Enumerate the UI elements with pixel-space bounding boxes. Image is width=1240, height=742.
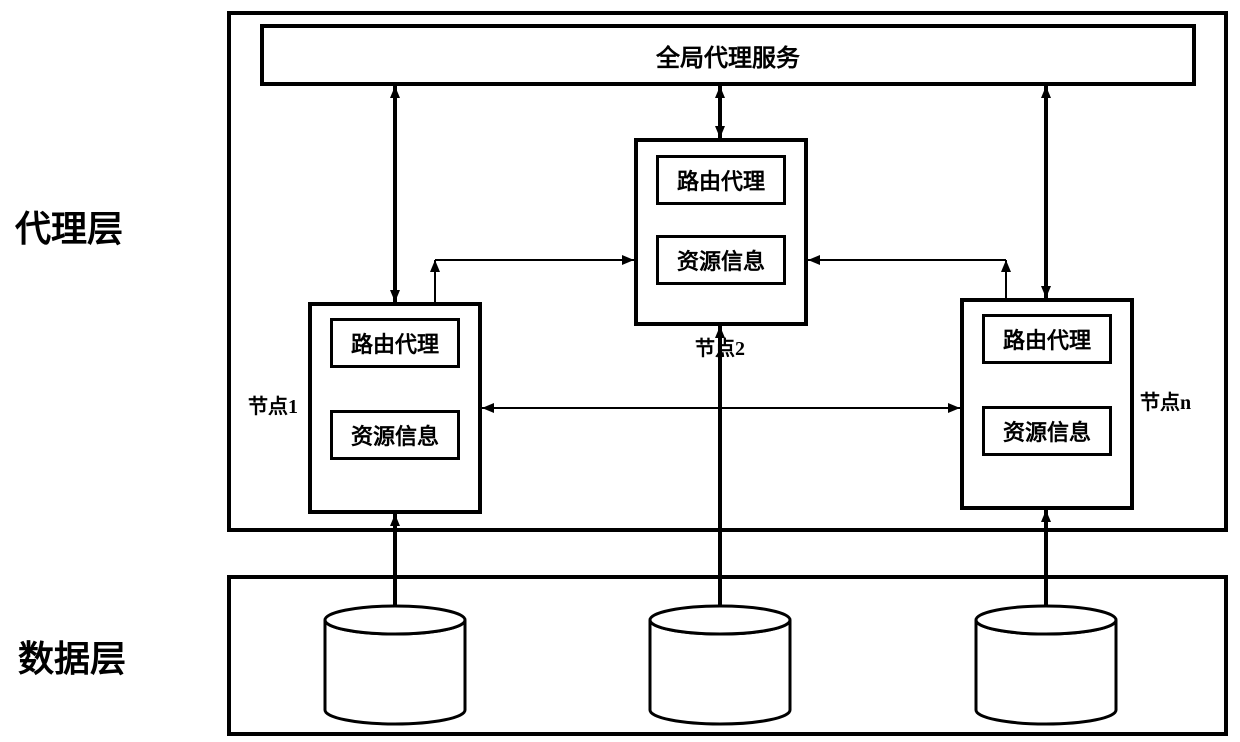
data-layer-box — [227, 575, 1228, 736]
node1-route-proxy-box: 路由代理 — [330, 318, 460, 368]
noden-resource-info-box: 资源信息 — [982, 406, 1112, 456]
node1-resource-info-box: 资源信息 — [330, 410, 460, 460]
data-layer-label: 数据层 — [18, 630, 126, 682]
node2-route-proxy-box: 路由代理 — [656, 155, 786, 205]
noden-route-proxy-box: 路由代理 — [982, 314, 1112, 364]
databasen-label: 数据库n — [976, 657, 1116, 686]
noden-label: 节点n — [1140, 386, 1191, 415]
node1-label: 节点1 — [248, 390, 298, 419]
global-proxy-service-box: 全局代理服务 — [260, 24, 1196, 86]
proxy-layer-label: 代理层 — [15, 200, 123, 252]
node2-resource-info-box: 资源信息 — [656, 235, 786, 285]
database2-label: 数据库2 — [650, 657, 790, 686]
node2-label: 节点2 — [695, 332, 745, 361]
database1-label: 数据库1 — [325, 657, 465, 686]
